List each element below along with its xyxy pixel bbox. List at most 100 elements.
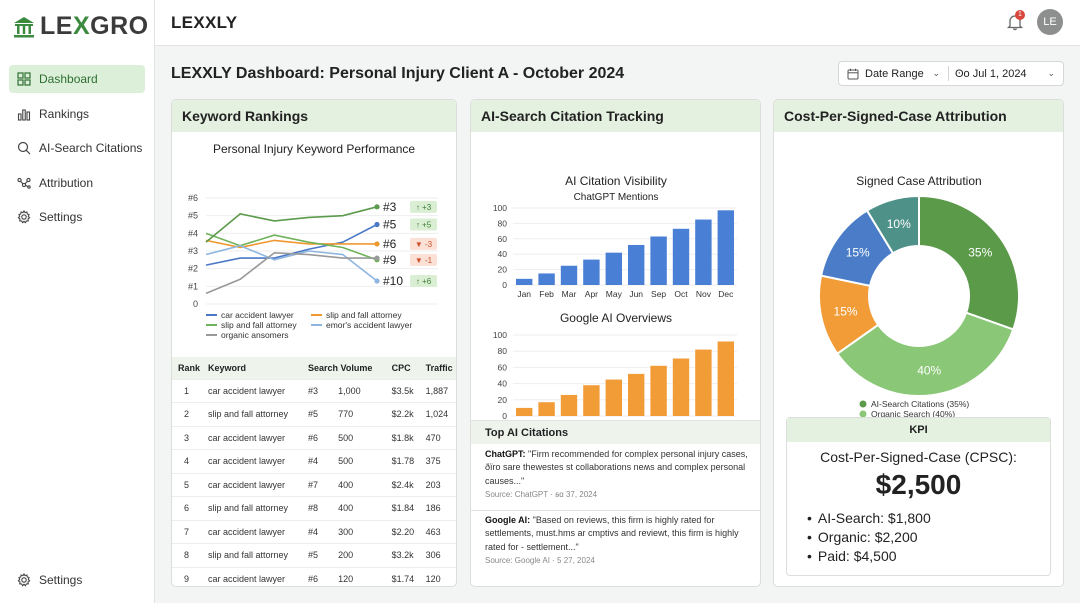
table-cell: car accident lawyer <box>202 449 302 473</box>
table-cell: $1.84 <box>385 496 420 520</box>
table-cell: 1 <box>172 378 202 403</box>
bar <box>538 402 555 416</box>
bar <box>695 219 712 285</box>
legend-label: emor's accident lawyer <box>326 320 412 330</box>
table-cell: 770 <box>332 402 386 426</box>
sidebar-item-attribution[interactable]: Attribution <box>9 169 145 197</box>
keyword-rankings-panel: Keyword Rankings Personal Injury Keyword… <box>171 99 457 587</box>
series-end-label: #10 <box>383 274 403 288</box>
kpi-card: KPI Cost-Per-Signed-Case (CPSC): $2,500 … <box>786 417 1051 576</box>
table-cell: slip and fall attorney <box>202 496 302 520</box>
sidebar-item-ai-search-citations[interactable]: AI-Search Citations <box>9 134 145 162</box>
table-cell: 120 <box>332 566 386 586</box>
column-header: CPC <box>385 357 420 379</box>
donut-slice <box>918 194 1020 331</box>
table-cell: 186 <box>419 496 456 520</box>
sidebar-item-rankings[interactable]: Rankings <box>9 100 145 128</box>
date-range-label-select[interactable]: Date Range ⌄ <box>839 66 949 81</box>
y-tick-label: 80 <box>498 218 508 228</box>
avatar[interactable]: LE <box>1037 9 1063 35</box>
keyword-performance-chart: Personal Injury Keyword Performance #6 #5… <box>188 142 438 340</box>
chart-title: Google AI Overviews <box>560 311 672 325</box>
page-title: LEXXLY Dashboard: Personal Injury Client… <box>171 65 625 82</box>
legend-swatch <box>859 400 867 408</box>
table-cell: 5 <box>172 472 202 497</box>
table-row[interactable]: 3 car accident lawyer #6 500 $1.8k 470 <box>172 425 456 450</box>
bar <box>650 365 667 416</box>
table-row[interactable]: 1 car accident lawyer #3 1,000 $3.5k 1,887 <box>172 378 456 403</box>
sidebar-item-settings[interactable]: Settings <box>9 203 145 231</box>
logo-text: LEXGRO <box>40 12 149 40</box>
table-cell: $3.2k <box>385 543 420 567</box>
table-cell: $1.74 <box>385 566 420 586</box>
citation-source: Google AI: <box>485 515 531 525</box>
table-cell: 4 <box>172 449 202 473</box>
bar <box>583 385 600 416</box>
table-row[interactable]: 9 car accident lawyer #6 120 $1.74 120 <box>172 566 456 586</box>
panel-title: Keyword Rankings <box>172 100 456 132</box>
table-cell: 400 <box>332 496 386 520</box>
y-tick-label: 0 <box>193 299 198 309</box>
y-tick-label: 20 <box>498 265 508 275</box>
citation-item[interactable]: ChatGPT: "Firm recommended for complex p… <box>485 448 751 502</box>
series-end-label: #5 <box>383 218 397 232</box>
table-row[interactable]: 8 slip and fall attorney #5 200 $3.2k 306 <box>172 543 456 567</box>
citation-bar-charts: AI Citation Visibility ChatGPT Mentions … <box>493 174 737 430</box>
citation-meta: Source: ChatGPT · ꞩɑ 37, 2024 <box>485 490 598 500</box>
sidebar-item-dashboard[interactable]: Dashboard <box>9 65 145 93</box>
sidebar-item-label: Settings <box>39 210 83 224</box>
slice-label: 15% <box>846 246 870 260</box>
bar <box>605 252 622 285</box>
bar-chart-icon <box>17 108 31 121</box>
courthouse-icon <box>14 16 34 37</box>
legend-label: car accident lawyer <box>221 310 294 320</box>
y-tick-label: 40 <box>498 379 508 389</box>
date-range-picker[interactable]: Date Range ⌄ ʘo Jul 1, 2024 ⌄ <box>838 61 1064 86</box>
y-tick-label: 100 <box>493 203 507 213</box>
sidebar-item-label: Dashboard <box>39 72 98 86</box>
table-cell: car accident lawyer <box>202 472 302 497</box>
y-tick-label: 40 <box>498 249 508 259</box>
top-header: LEXXLY 1 LE <box>155 0 1080 46</box>
table-row[interactable]: 4 car accident lawyer #4 500 $1.78 375 <box>172 449 456 473</box>
column-header: Rank <box>172 357 202 379</box>
citation-text: "Based on reviews, this firm is highly r… <box>485 515 739 552</box>
chevron-down-icon: ⌄ <box>1047 68 1055 78</box>
y-tick-label: #6 <box>188 193 198 203</box>
sidebar: LEXGRO Dashboard Rankings AI-Search Cita… <box>0 0 155 603</box>
logo[interactable]: LEXGRO <box>12 12 149 41</box>
legend-label: slip and fall attorney <box>326 310 402 320</box>
table-row[interactable]: 2 slip and fall attorney #5 770 $2.2k 1,024 <box>172 402 456 426</box>
series-end-point <box>374 255 380 261</box>
series-line <box>205 244 378 282</box>
y-tick-label: #3 <box>188 246 198 256</box>
table-row[interactable]: 7 car accident lawyer #4 300 $2.20 463 <box>172 519 456 544</box>
table-cell: 1,000 <box>332 378 386 403</box>
delta-value: ▼ -3 <box>415 240 433 249</box>
table-row[interactable]: 5 car accident lawyer #7 400 $2.4k 203 <box>172 472 456 497</box>
table-row[interactable]: 6 slip and fall attorney #8 400 $1.84 186 <box>172 496 456 520</box>
table-cell: 500 <box>332 449 386 473</box>
y-tick-label: 80 <box>498 346 508 356</box>
slice-label: 35% <box>968 246 992 260</box>
table-cell: 203 <box>419 472 456 497</box>
citation-item[interactable]: Google AI: "Based on reviews, this firm … <box>485 514 751 568</box>
column-header: Traffic <box>419 357 456 379</box>
bar <box>605 379 622 416</box>
kpi-label: Cost-Per-Signed-Case (CPSC): <box>820 449 1017 465</box>
legend-label: Organic Search (40%) <box>871 409 955 419</box>
panel-title: Cost-Per-Signed-Case Attribution <box>774 100 1063 132</box>
sidebar-item-settings-bottom[interactable]: Settings <box>9 566 145 594</box>
delta-badge <box>410 237 437 250</box>
table-cell: 306 <box>419 543 456 567</box>
sidebar-item-label: Settings <box>39 573 83 587</box>
delta-value: ↑ +3 <box>416 203 432 212</box>
network-icon <box>17 177 31 189</box>
table-cell: #6 <box>302 566 333 586</box>
date-range-value-select[interactable]: ʘo Jul 1, 2024 ⌄ <box>949 68 1063 80</box>
table-cell: 9 <box>172 566 202 586</box>
sidebar-nav: Dashboard Rankings AI-Search Citations A… <box>9 65 145 238</box>
chart-title: Personal Injury Keyword Performance <box>213 142 415 156</box>
column-header: Keyword <box>202 357 302 379</box>
table-cell: 200 <box>332 543 386 567</box>
